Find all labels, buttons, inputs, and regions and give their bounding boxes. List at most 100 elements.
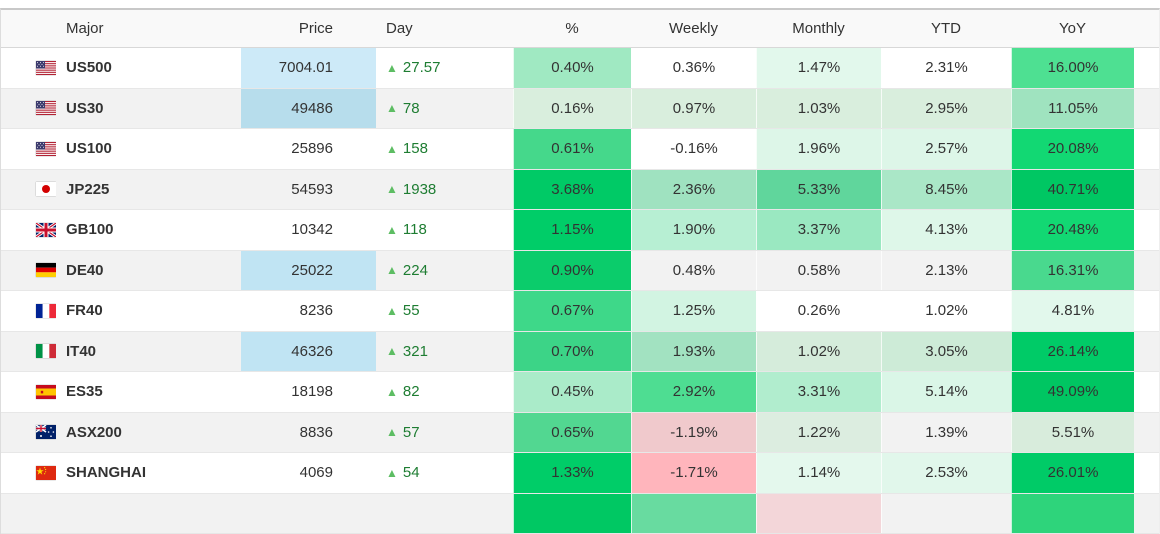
price-cell: 10342	[241, 210, 376, 250]
weekly-cell	[631, 494, 756, 534]
percent-cell: 0.61%	[513, 129, 631, 169]
table-row: JP225 54593 ▲ 1938 3.68% 2.36% 5.33% 8.4…	[1, 170, 1159, 211]
monthly-value: 3.37%	[798, 221, 841, 238]
table-header-row: Major Price Day % Weekly Monthly YTD YoY	[1, 10, 1159, 48]
monthly-value: 1.96%	[798, 140, 841, 157]
percent-cell: 0.45%	[513, 372, 631, 412]
table-row: US30 49486 ▲ 78 0.16% 0.97% 1.03% 2.95% …	[1, 89, 1159, 130]
price-cell: 8836	[241, 413, 376, 453]
markets-table: Major Price Day % Weekly Monthly YTD YoY…	[0, 8, 1160, 534]
weekly-value: 1.25%	[673, 302, 716, 319]
yoy-value: 11.05%	[1048, 100, 1098, 117]
row-filler	[1134, 251, 1160, 291]
weekly-value: -1.71%	[670, 464, 718, 481]
ytd-cell: 2.13%	[881, 251, 1011, 291]
symbol-link[interactable]: DE40	[56, 251, 241, 291]
price-cell: 7004.01	[241, 48, 376, 88]
day-change-value: 158	[403, 140, 428, 157]
header-yoy[interactable]: YoY	[1011, 20, 1134, 37]
weekly-cell: 2.36%	[631, 170, 756, 210]
row-filler	[1134, 210, 1160, 250]
percent-value: 3.68%	[551, 181, 594, 198]
us-flag-icon	[36, 61, 56, 75]
yoy-cell: 26.14%	[1011, 332, 1134, 372]
weekly-value: -1.19%	[670, 424, 718, 441]
ytd-cell: 1.02%	[881, 291, 1011, 331]
percent-value: 0.16%	[551, 100, 594, 117]
row-filler	[1134, 170, 1160, 210]
symbol-link[interactable]: US100	[56, 129, 241, 169]
yoy-value: 20.48%	[1048, 221, 1099, 238]
yoy-value: 16.00%	[1048, 59, 1099, 76]
weekly-cell: 1.93%	[631, 332, 756, 372]
yoy-cell: 26.01%	[1011, 453, 1134, 493]
flag-cell	[1, 413, 56, 453]
symbol-link[interactable]: IT40	[56, 332, 241, 372]
monthly-cell: 1.02%	[756, 332, 881, 372]
row-filler	[1134, 372, 1160, 412]
day-change-cell: ▲ 224	[376, 251, 513, 291]
flag-cell	[1, 89, 56, 129]
header-weekly[interactable]: Weekly	[631, 20, 756, 37]
weekly-value: 0.36%	[673, 59, 716, 76]
monthly-cell: 3.37%	[756, 210, 881, 250]
monthly-cell: 1.14%	[756, 453, 881, 493]
percent-cell	[513, 494, 631, 534]
symbol-link[interactable]: FR40	[56, 291, 241, 331]
row-filler	[1134, 89, 1160, 129]
header-day[interactable]: Day	[376, 20, 513, 37]
flag-cell	[1, 494, 56, 534]
ytd-value: 1.39%	[925, 424, 968, 441]
row-filler	[1134, 129, 1160, 169]
ytd-cell: 2.31%	[881, 48, 1011, 88]
ytd-cell: 1.39%	[881, 413, 1011, 453]
symbol-link[interactable]: US30	[56, 89, 241, 129]
header-ytd[interactable]: YTD	[881, 20, 1011, 37]
table-row: GB100 10342 ▲ 118 1.15% 1.90% 3.37% 4.13…	[1, 210, 1159, 251]
ytd-cell: 2.57%	[881, 129, 1011, 169]
table-row: US100 25896 ▲ 158 0.61% -0.16% 1.96% 2.5…	[1, 129, 1159, 170]
symbol-link[interactable]: GB100	[56, 210, 241, 250]
row-filler	[1134, 291, 1160, 331]
yoy-value: 5.51%	[1052, 424, 1095, 441]
symbol-label: US100	[66, 140, 112, 157]
percent-value: 0.61%	[551, 140, 594, 157]
day-change-value: 224	[403, 262, 428, 279]
weekly-value: 1.93%	[673, 343, 716, 360]
table-row: DE40 25022 ▲ 224 0.90% 0.48% 0.58% 2.13%…	[1, 251, 1159, 292]
symbol-label: GB100	[66, 221, 114, 238]
symbol-link[interactable]: ES35	[56, 372, 241, 412]
ytd-cell: 5.14%	[881, 372, 1011, 412]
ytd-cell: 4.13%	[881, 210, 1011, 250]
up-arrow-icon: ▲	[386, 62, 398, 74]
header-price[interactable]: Price	[241, 20, 376, 37]
flag-icon	[36, 506, 56, 520]
symbol-link[interactable]: JP225	[56, 170, 241, 210]
monthly-value: 1.14%	[798, 464, 841, 481]
up-arrow-icon: ▲	[386, 264, 398, 276]
symbol-link[interactable]: ASX200	[56, 413, 241, 453]
header-monthly[interactable]: Monthly	[756, 20, 881, 37]
header-major[interactable]: Major	[56, 20, 241, 37]
weekly-cell: 0.97%	[631, 89, 756, 129]
symbol-link[interactable]	[56, 494, 241, 534]
price-cell: 8236	[241, 291, 376, 331]
weekly-cell: -1.19%	[631, 413, 756, 453]
monthly-value: 0.26%	[798, 302, 841, 319]
price-value: 7004.01	[279, 59, 333, 76]
up-arrow-icon: ▲	[386, 345, 398, 357]
row-filler	[1134, 494, 1160, 534]
row-filler	[1134, 413, 1160, 453]
day-change-cell	[376, 494, 513, 534]
symbol-link[interactable]: US500	[56, 48, 241, 88]
day-change-value: 54	[403, 464, 420, 481]
symbol-link[interactable]: SHANGHAI	[56, 453, 241, 493]
day-change-cell: ▲ 78	[376, 89, 513, 129]
yoy-cell: 40.71%	[1011, 170, 1134, 210]
monthly-cell: 0.58%	[756, 251, 881, 291]
percent-cell: 0.40%	[513, 48, 631, 88]
price-cell: 54593	[241, 170, 376, 210]
symbol-label: SHANGHAI	[66, 464, 146, 481]
header-percent[interactable]: %	[513, 20, 631, 37]
ytd-value: 2.31%	[925, 59, 968, 76]
